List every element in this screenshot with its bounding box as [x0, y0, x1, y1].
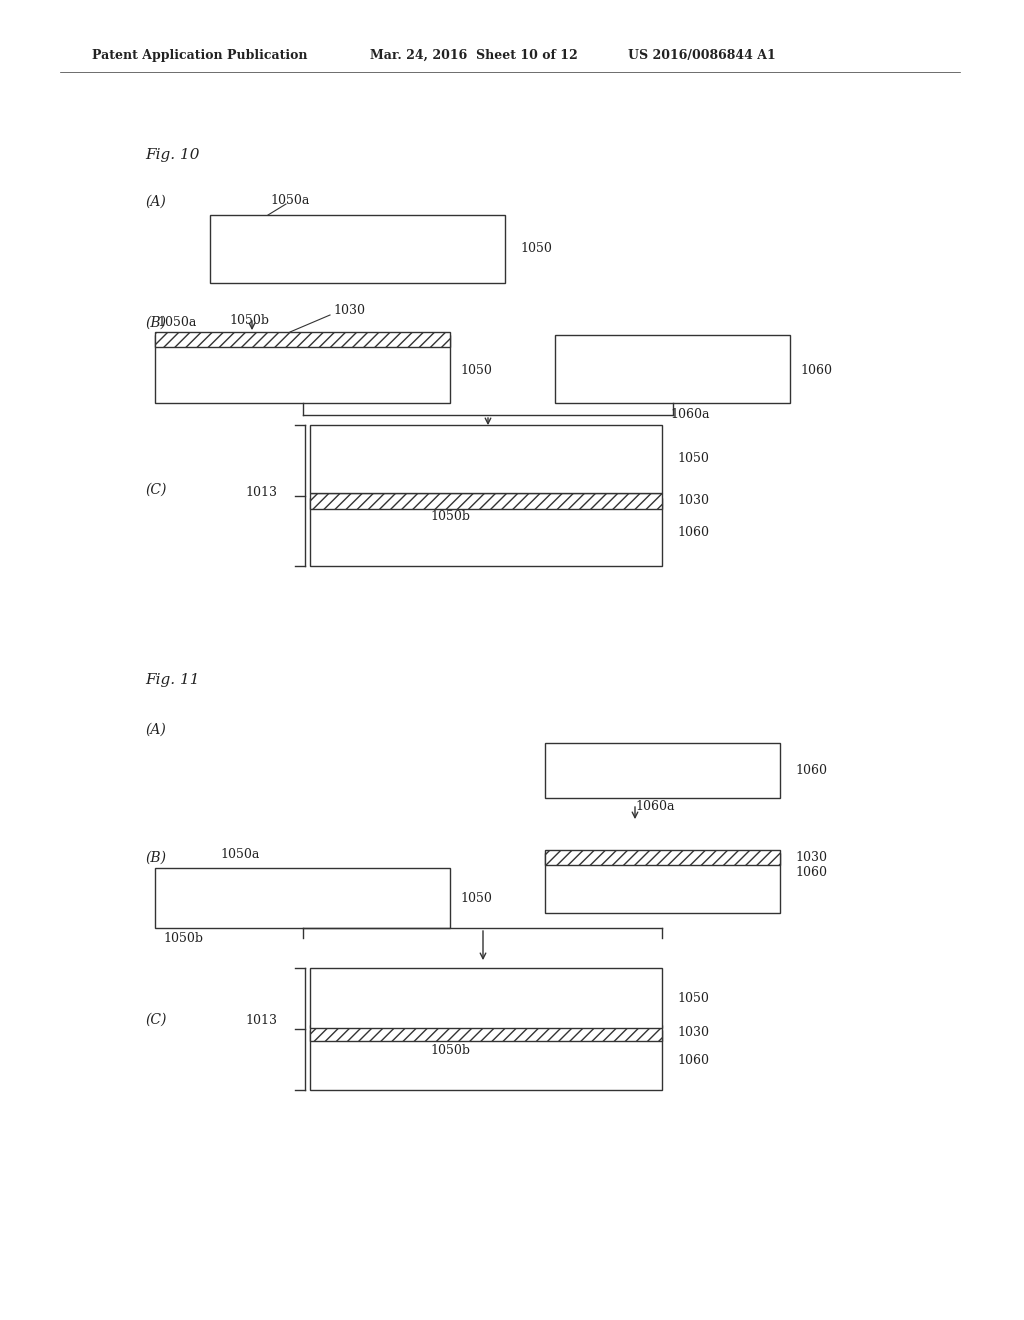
Text: 1050: 1050: [677, 453, 709, 466]
Text: Fig. 10: Fig. 10: [145, 148, 200, 162]
Text: 1050: 1050: [460, 363, 492, 376]
Text: (B): (B): [145, 315, 166, 330]
Text: (A): (A): [145, 195, 166, 209]
Bar: [310, 425, 662, 492]
Bar: [310, 1030, 662, 1090]
Text: (B): (B): [145, 851, 166, 865]
Text: 1050a: 1050a: [157, 315, 197, 329]
Text: Patent Application Publication: Patent Application Publication: [92, 49, 307, 62]
Bar: [555, 335, 790, 403]
Text: Mar. 24, 2016  Sheet 10 of 12: Mar. 24, 2016 Sheet 10 of 12: [370, 49, 578, 62]
Text: (C): (C): [145, 483, 166, 498]
Text: (A): (A): [145, 723, 166, 737]
Text: 1013: 1013: [245, 1014, 278, 1027]
Bar: [310, 498, 662, 566]
Bar: [310, 1026, 662, 1041]
Text: 1030: 1030: [677, 495, 709, 507]
Text: 1030: 1030: [795, 851, 827, 865]
Text: 1060a: 1060a: [670, 408, 710, 421]
Bar: [155, 335, 450, 403]
Text: 1050a: 1050a: [270, 194, 309, 206]
Text: (C): (C): [145, 1012, 166, 1027]
Text: 1050: 1050: [520, 243, 552, 256]
Text: 1050: 1050: [677, 991, 709, 1005]
Bar: [545, 850, 780, 865]
Text: 1060: 1060: [677, 525, 709, 539]
Text: 1060: 1060: [677, 1053, 709, 1067]
Text: 1060a: 1060a: [635, 800, 675, 813]
Text: Fig. 11: Fig. 11: [145, 673, 200, 686]
Text: 1050b: 1050b: [430, 511, 470, 524]
Text: 1030: 1030: [677, 1027, 709, 1040]
Bar: [545, 743, 780, 799]
Text: 1050b: 1050b: [229, 314, 269, 326]
Bar: [310, 968, 662, 1028]
Text: 1013: 1013: [245, 486, 278, 499]
Text: 1030: 1030: [333, 305, 365, 318]
Text: 1060: 1060: [795, 866, 827, 879]
Bar: [155, 333, 450, 347]
Bar: [545, 853, 780, 913]
Bar: [210, 215, 505, 282]
Text: 1060: 1060: [795, 764, 827, 777]
Text: 1050b: 1050b: [430, 1044, 470, 1056]
Bar: [310, 492, 662, 510]
Text: 1050a: 1050a: [220, 849, 259, 862]
Text: 1050b: 1050b: [163, 932, 203, 945]
Text: 1060: 1060: [800, 363, 831, 376]
Text: 1050: 1050: [460, 891, 492, 904]
Text: US 2016/0086844 A1: US 2016/0086844 A1: [628, 49, 776, 62]
Bar: [155, 869, 450, 928]
